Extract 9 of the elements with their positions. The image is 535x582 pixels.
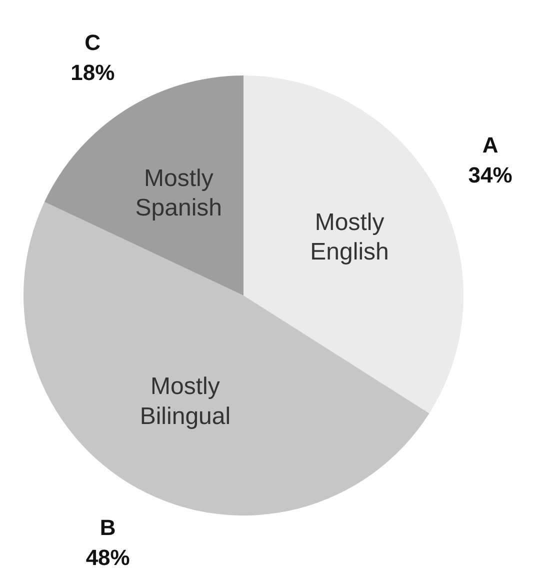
slice-label: Mostly Spanish	[135, 164, 222, 222]
data-label: 18%	[70, 60, 115, 86]
data-label: 34%	[468, 162, 512, 188]
text: A	[482, 132, 498, 158]
slice-label: Mostly English	[310, 208, 389, 266]
text: B	[100, 514, 116, 540]
data-label: 48%	[86, 544, 130, 570]
slice-label: Mostly Bilingual	[140, 373, 231, 430]
text: C	[84, 30, 101, 56]
